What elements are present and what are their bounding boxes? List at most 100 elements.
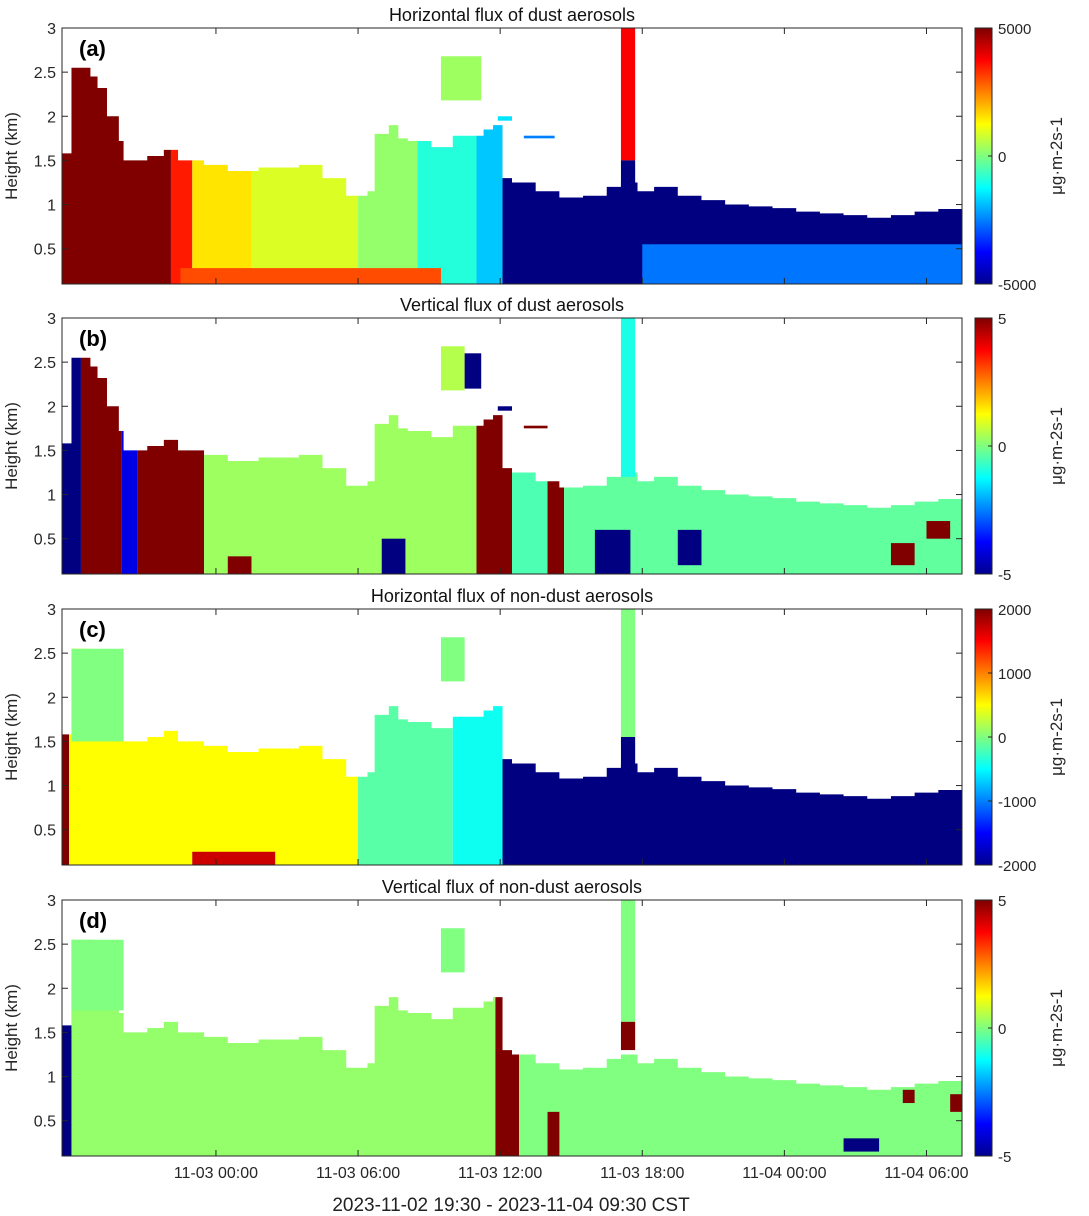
colorbar-tick-label: 0 bbox=[998, 439, 1006, 456]
near-surface-patch-1 bbox=[642, 244, 962, 284]
region-0 bbox=[62, 357, 81, 574]
colorbar-tick-label: -5 bbox=[998, 1149, 1011, 1166]
colorbar-tick-label: -5 bbox=[998, 567, 1011, 584]
panel-b: 0.5 1 1.5 2 2.5 3 Vertical flux of dust aeroso… bbox=[2, 295, 1066, 584]
near-surface-patch-0 bbox=[180, 268, 441, 284]
y-tick-label: 2 bbox=[47, 981, 56, 998]
y-tick-label: 3 bbox=[47, 311, 56, 328]
region-2 bbox=[495, 939, 520, 1156]
y-tick-label: 1.5 bbox=[34, 153, 56, 170]
elevated-cell-2 bbox=[497, 406, 512, 411]
elevated-cell-3 bbox=[620, 28, 636, 161]
heatmap-fill bbox=[62, 939, 962, 1156]
colorbar-tick-label: 0 bbox=[998, 1021, 1006, 1038]
region-1 bbox=[71, 939, 496, 1156]
region-3 bbox=[137, 357, 205, 574]
y-axis-label: Height (km) bbox=[2, 693, 21, 781]
y-tick-label: 1 bbox=[47, 198, 56, 215]
elevated-cell-3 bbox=[620, 737, 636, 768]
panel-label: (d) bbox=[79, 908, 107, 933]
colorbar: -5 0 5 μg·m-2s-1 bbox=[974, 893, 1066, 1166]
panel-c: 0.5 1 1.5 2 2.5 3 Horizontal flux of non-dust … bbox=[2, 586, 1066, 875]
elevated-cell-0 bbox=[71, 939, 124, 1011]
near-surface-patch-0 bbox=[547, 1111, 560, 1156]
elevated-cell-3 bbox=[523, 425, 548, 429]
panel-title: Horizontal flux of dust aerosols bbox=[389, 5, 635, 25]
y-tick-label: 2.5 bbox=[34, 65, 56, 82]
colorbar-label: μg·m-2s-1 bbox=[1047, 407, 1066, 485]
colorbar-tick-label: 0 bbox=[998, 149, 1006, 166]
y-tick-label: 2.5 bbox=[34, 355, 56, 372]
region-3 bbox=[519, 939, 962, 1156]
colorbar-tick-label: 1000 bbox=[998, 666, 1031, 683]
elevated-cell-0 bbox=[440, 346, 465, 391]
x-tick-label: 11-03 00:00 bbox=[174, 1165, 258, 1182]
y-tick-label: 0.5 bbox=[34, 242, 56, 259]
axes-frame bbox=[61, 608, 963, 866]
y-tick-label: 0.5 bbox=[34, 532, 56, 549]
near-surface-patch-2 bbox=[594, 529, 631, 574]
y-axis-label: Height (km) bbox=[2, 112, 21, 200]
near-surface-patch-5 bbox=[926, 521, 951, 539]
region-5 bbox=[476, 357, 512, 574]
region-1 bbox=[80, 357, 122, 574]
region-0 bbox=[62, 939, 72, 1156]
near-surface-patch-0 bbox=[192, 851, 276, 865]
region-1 bbox=[170, 67, 193, 284]
elevated-cell-2 bbox=[523, 135, 555, 139]
near-surface-patch-2 bbox=[902, 1089, 915, 1104]
near-surface-patch-0 bbox=[227, 556, 252, 574]
axes-frame bbox=[61, 317, 963, 575]
colorbar: -5000 0 5000 μg·m-2s-1 bbox=[974, 21, 1066, 294]
elevated-cell-2 bbox=[620, 609, 636, 737]
panel-label: (b) bbox=[79, 326, 107, 351]
elevated-cell-0 bbox=[440, 56, 482, 101]
x-tick-label: 11-03 12:00 bbox=[458, 1165, 542, 1182]
y-tick-label: 3 bbox=[47, 893, 56, 910]
region-4 bbox=[204, 357, 477, 574]
panel-d: 0.5 1 1.5 2 2.5 3 11-03 00:00 11-03 06:00 11-03 … bbox=[2, 877, 1066, 1182]
y-tick-label: 0.5 bbox=[34, 823, 56, 840]
y-tick-label: 1.5 bbox=[34, 1025, 56, 1042]
panel-label: (c) bbox=[79, 617, 106, 642]
elevated-cell-4 bbox=[620, 160, 636, 187]
elevated-cell-2 bbox=[620, 900, 636, 1022]
colorbar-tick-label: 5 bbox=[998, 893, 1006, 910]
region-0 bbox=[62, 67, 171, 284]
y-tick-label: 0.5 bbox=[34, 1114, 56, 1131]
region-2 bbox=[192, 67, 252, 284]
colorbar: -2000 -1000 0 1000 2000 μg·m-2s-1 bbox=[974, 602, 1066, 875]
x-axis-label: 2023-11-02 19:30 - 2023-11-04 09:30 CST bbox=[332, 1195, 690, 1216]
y-tick-label: 2.5 bbox=[34, 937, 56, 954]
panel-title: Vertical flux of dust aerosols bbox=[400, 295, 624, 315]
region-4 bbox=[358, 67, 418, 284]
heatmap-fill bbox=[62, 357, 962, 574]
y-tick-label: 1 bbox=[47, 779, 56, 796]
panel-title: Horizontal flux of non-dust aerosols bbox=[371, 586, 653, 606]
elevated-cell-1 bbox=[440, 928, 465, 973]
panel-title: Vertical flux of non-dust aerosols bbox=[382, 877, 642, 897]
panel-label: (a) bbox=[79, 36, 106, 61]
axes-frame bbox=[61, 27, 963, 285]
near-surface-patch-3 bbox=[950, 1094, 962, 1112]
y-tick-label: 2 bbox=[47, 109, 56, 126]
elevated-cell-1 bbox=[440, 637, 465, 682]
region-0 bbox=[62, 648, 70, 865]
x-tick-label: 11-04 00:00 bbox=[742, 1165, 826, 1182]
elevated-cell-3 bbox=[620, 1021, 636, 1051]
y-tick-label: 3 bbox=[47, 21, 56, 38]
x-tick-label: 11-03 06:00 bbox=[316, 1165, 400, 1182]
region-2 bbox=[121, 648, 359, 865]
elevated-cell-0 bbox=[71, 648, 124, 742]
colorbar-label: μg·m-2s-1 bbox=[1047, 117, 1066, 195]
heatmap-fill bbox=[62, 67, 962, 284]
elevated-cell-1 bbox=[464, 353, 482, 389]
colorbar-label: μg·m-2s-1 bbox=[1047, 989, 1066, 1067]
axes-frame bbox=[61, 899, 963, 1157]
y-tick-label: 1.5 bbox=[34, 443, 56, 460]
near-surface-patch-1 bbox=[843, 1138, 880, 1152]
colorbar-tick-label: 5 bbox=[998, 311, 1006, 328]
colorbar-tick-label: 0 bbox=[998, 730, 1006, 747]
region-3 bbox=[251, 67, 359, 284]
